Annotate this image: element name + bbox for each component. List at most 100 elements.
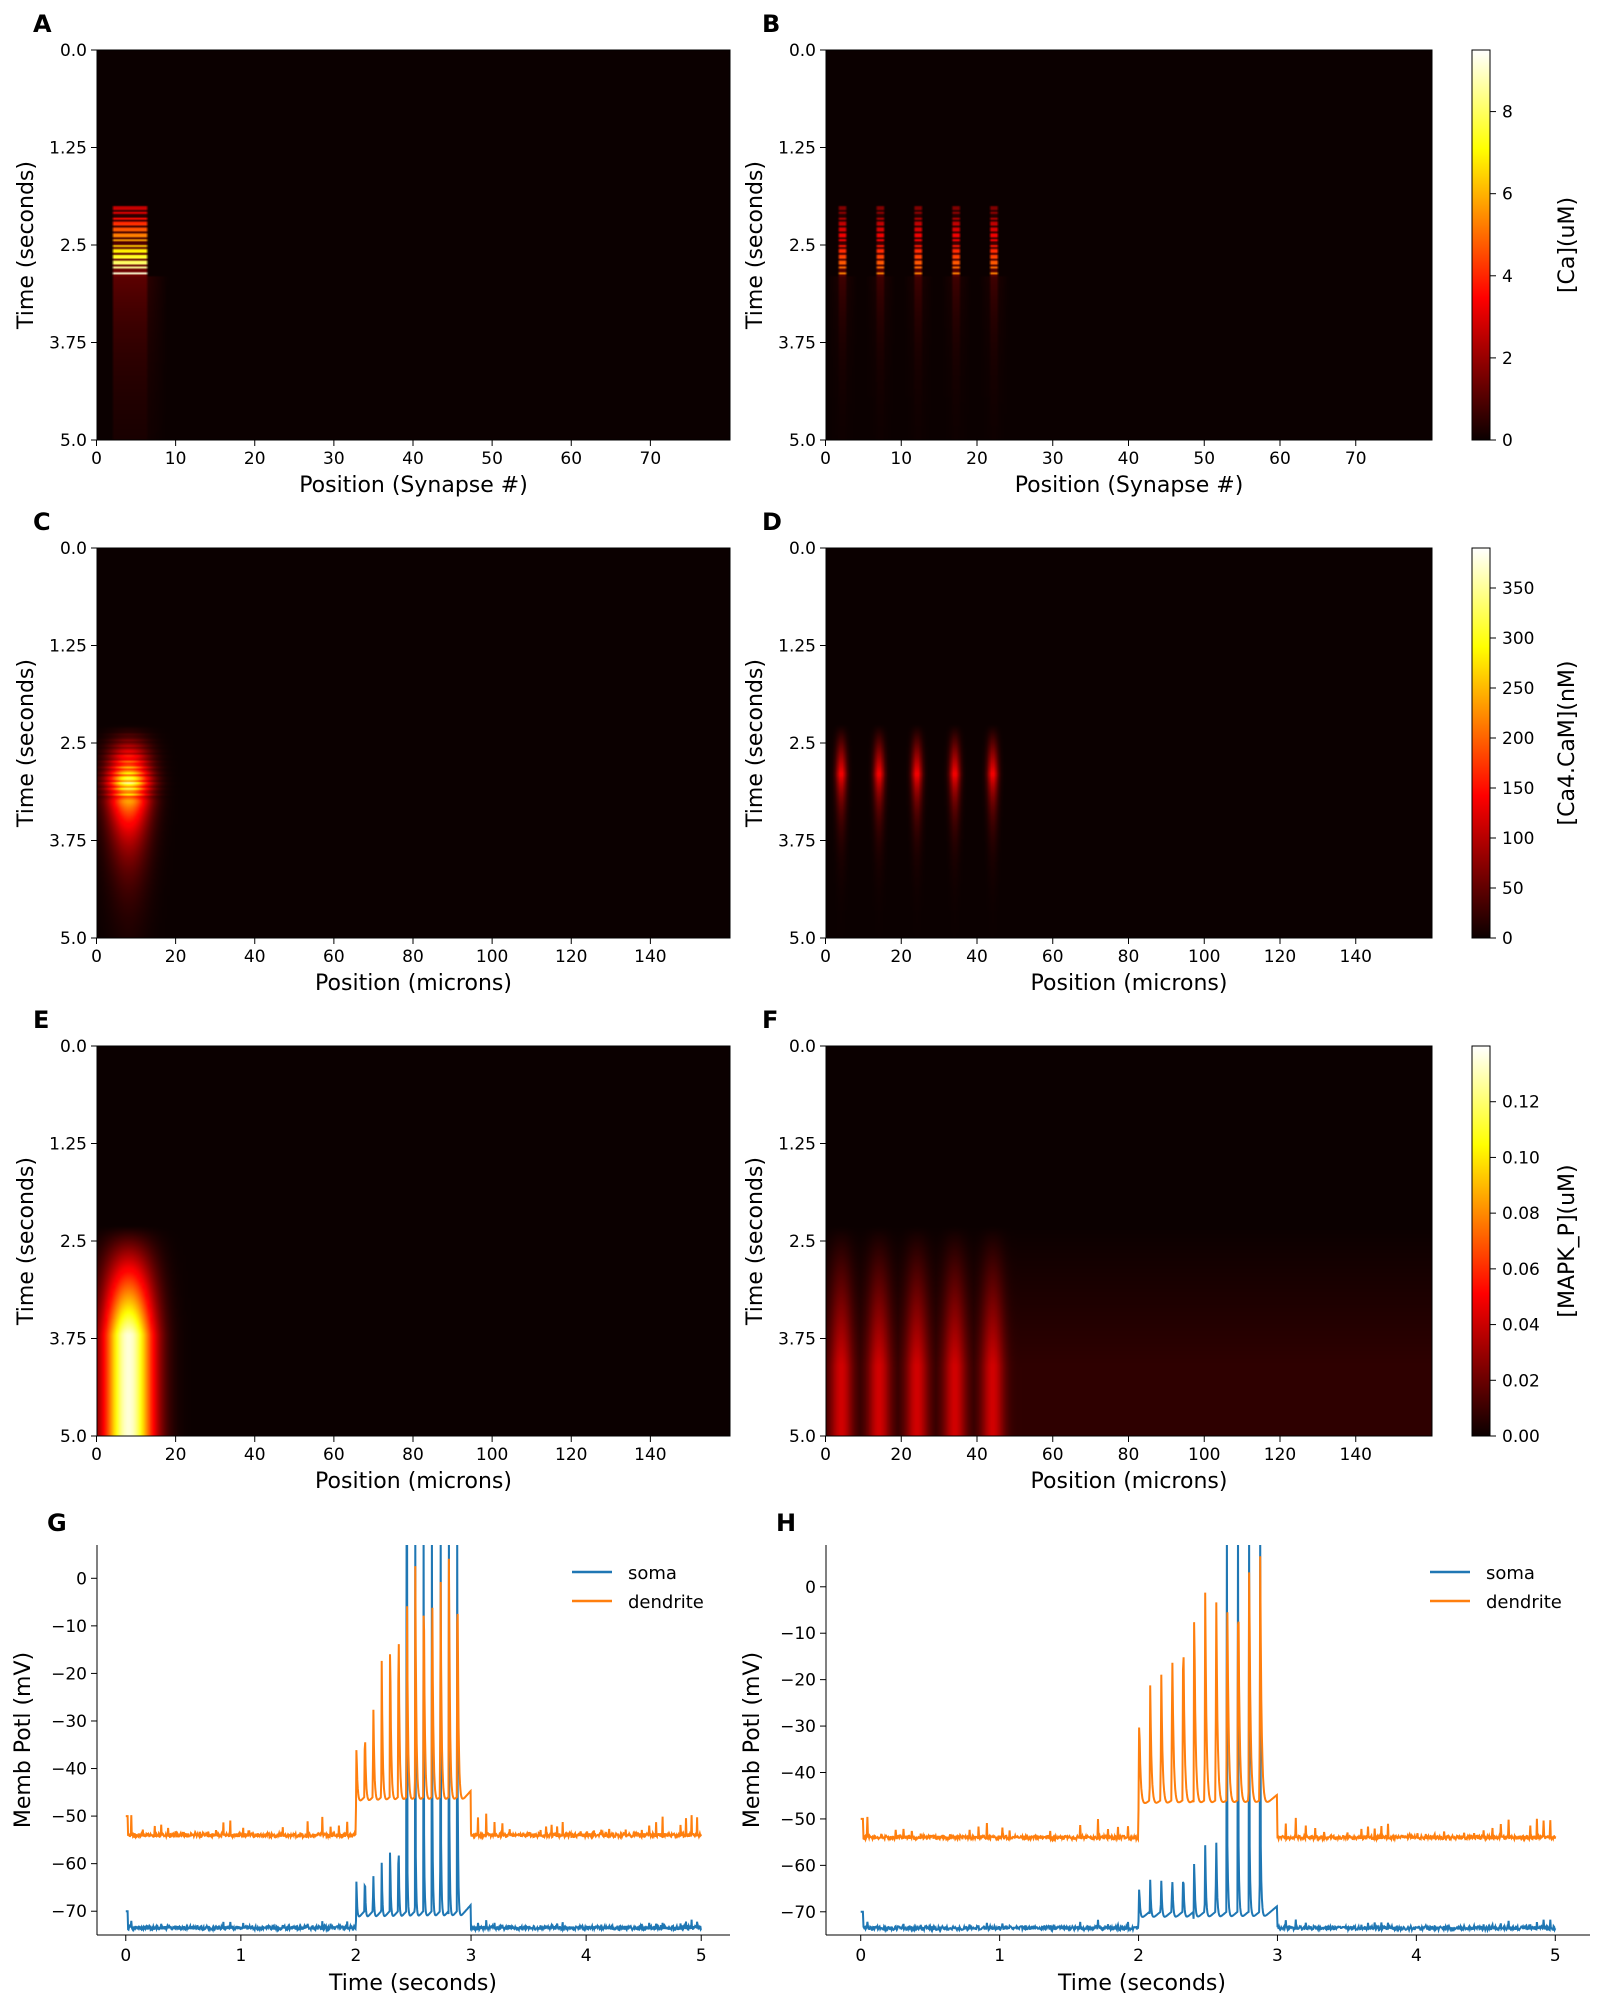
- legend-label-dendrite: dendrite: [1486, 1592, 1562, 1613]
- x-tick-label: 60: [323, 947, 345, 967]
- x-tick-label: 80: [402, 947, 424, 967]
- heatmap-image-e: [97, 1046, 730, 1436]
- panel-letter: C: [33, 508, 51, 536]
- y-tick-label: 1.25: [49, 637, 87, 657]
- y-tick-label: −30: [780, 1717, 816, 1737]
- x-tick-label: 20: [966, 449, 988, 469]
- x-tick-label: 1: [235, 1946, 246, 1966]
- x-tick-label: 20: [890, 947, 912, 967]
- x-axis-label: Time (seconds): [1057, 1971, 1226, 1996]
- x-tick-label: 5: [696, 1946, 707, 1966]
- panel-letter: D: [762, 508, 782, 536]
- y-tick-label: −20: [51, 1664, 87, 1684]
- x-tick-label: 0: [91, 1445, 102, 1465]
- x-tick-label: 120: [555, 1445, 587, 1465]
- colorbar-tick-label: 2: [1502, 349, 1513, 369]
- y-tick-label: −10: [51, 1617, 87, 1637]
- y-tick-label: −40: [780, 1764, 816, 1784]
- y-tick-label: 0: [805, 1578, 816, 1598]
- colorbar-gradient: [1471, 547, 1491, 939]
- y-tick-label: −20: [780, 1671, 816, 1691]
- x-tick-label: 40: [244, 947, 266, 967]
- y-tick-label: 5.0: [60, 929, 87, 949]
- colorbar-tick-label: 100: [1502, 829, 1534, 849]
- y-tick-label: 1.25: [49, 1135, 87, 1155]
- x-axis-label: Position (microns): [1031, 1469, 1228, 1494]
- colorbar: 0 2 4 6 8 [Ca](uM): [1471, 49, 1580, 451]
- panel-g: 0 1 2 3 4 5 −70 −60 −50 −40 −30 −20 −10 0 Time (second…: [11, 1509, 730, 1996]
- x-tick-label: 100: [1188, 947, 1220, 967]
- colorbar: 0 50 100 150 200 250 300 350 [Ca4.CaM](nM): [1471, 547, 1580, 949]
- y-axis-label: Memb Potl (mV): [11, 1652, 36, 1828]
- x-axis-label: Position (microns): [315, 1469, 512, 1494]
- colorbar-gradient: [1471, 49, 1491, 441]
- x-tick-label: 60: [560, 449, 582, 469]
- x-tick-label: 80: [1118, 947, 1140, 967]
- x-tick-label: 70: [1345, 449, 1367, 469]
- colorbar-gradient: [1471, 1045, 1491, 1437]
- x-tick-label: 140: [1340, 1445, 1372, 1465]
- y-tick-label: 2.5: [789, 1232, 816, 1252]
- y-tick-label: 1.25: [778, 1135, 816, 1155]
- x-axis-label: Position (Synapse #): [299, 473, 528, 498]
- legend-label-soma: soma: [628, 1563, 677, 1584]
- y-tick-label: 0.0: [60, 41, 87, 61]
- y-tick-label: 0.0: [789, 41, 816, 61]
- legend-label-soma: soma: [1486, 1563, 1535, 1584]
- y-tick-label: 0.0: [60, 539, 87, 559]
- panel-f: 0 20 40 60 80 100 120 140 0.0 1.25 2.5 3.75 5.0 Posit…: [743, 1006, 1580, 1494]
- y-tick-label: 2.5: [60, 1232, 87, 1252]
- colorbar-tick-label: 0: [1502, 929, 1513, 949]
- y-tick-label: −60: [780, 1856, 816, 1876]
- y-tick-label: 5.0: [789, 929, 816, 949]
- colorbar-tick-label: 0.04: [1502, 1316, 1540, 1336]
- panel-letter: B: [762, 10, 780, 38]
- y-tick-label: 5.0: [60, 431, 87, 451]
- y-tick-label: 2.5: [60, 236, 87, 256]
- y-tick-label: 5.0: [60, 1427, 87, 1447]
- x-tick-label: 2: [351, 1946, 362, 1966]
- x-tick-label: 60: [1042, 1445, 1064, 1465]
- y-axis-label: Time (seconds): [743, 659, 768, 828]
- x-tick-label: 30: [1042, 449, 1064, 469]
- colorbar-label: [MAPK_P](uM): [1555, 1164, 1580, 1317]
- x-tick-label: 70: [640, 449, 662, 469]
- x-axis-label: Position (microns): [315, 971, 512, 996]
- y-axis-label: Memb Potl (mV): [740, 1652, 765, 1828]
- x-tick-label: 100: [1188, 1445, 1220, 1465]
- panel-a: 0 10 20 30 40 50 60 70 0.0 1.25 2.5 3.75 5.0 Position…: [14, 10, 731, 498]
- panel-letter: A: [33, 10, 52, 38]
- y-tick-label: 1.25: [49, 139, 87, 159]
- y-tick-label: 3.75: [49, 1330, 87, 1350]
- y-tick-label: −40: [51, 1760, 87, 1780]
- colorbar-tick-label: 300: [1502, 629, 1534, 649]
- colorbar-tick-label: 150: [1502, 779, 1534, 799]
- colorbar-tick-label: 0.02: [1502, 1371, 1540, 1391]
- x-tick-label: 100: [476, 947, 508, 967]
- y-tick-label: −70: [780, 1903, 816, 1923]
- colorbar-tick-label: 350: [1502, 579, 1534, 599]
- y-tick-label: −70: [51, 1902, 87, 1922]
- dendrite-trace: [125, 1558, 703, 1841]
- x-tick-label: 50: [1193, 449, 1215, 469]
- y-tick-label: −50: [51, 1807, 87, 1827]
- legend: soma dendrite: [572, 1563, 704, 1613]
- panel-letter: H: [776, 1509, 796, 1537]
- legend: soma dendrite: [1430, 1563, 1562, 1613]
- heatmap-image-c: [97, 548, 730, 938]
- x-tick-label: 100: [476, 1445, 508, 1465]
- y-tick-label: 0.0: [789, 539, 816, 559]
- x-axis-label: Position (Synapse #): [1015, 473, 1244, 498]
- y-tick-label: 1.25: [778, 637, 816, 657]
- x-tick-label: 60: [1269, 449, 1291, 469]
- y-tick-label: −10: [780, 1624, 816, 1644]
- y-axis-label: Time (seconds): [14, 659, 39, 828]
- y-tick-label: 3.75: [778, 334, 816, 354]
- panel-letter: G: [47, 1509, 67, 1537]
- x-tick-label: 50: [481, 449, 503, 469]
- colorbar-label: [Ca4.CaM](nM): [1555, 661, 1580, 826]
- y-tick-label: 2.5: [789, 734, 816, 754]
- colorbar-tick-label: 8: [1502, 103, 1513, 123]
- x-axis-label: Time (seconds): [328, 1971, 497, 1996]
